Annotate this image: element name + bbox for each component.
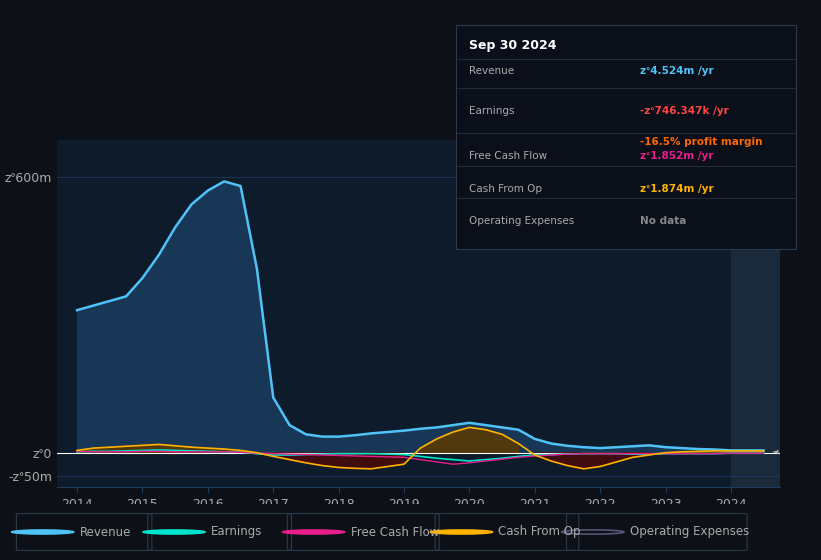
Text: ◄: ◄ xyxy=(772,446,778,455)
Text: No data: No data xyxy=(640,216,686,226)
Text: Cash From Op: Cash From Op xyxy=(470,184,543,194)
Text: zᐤ4.524m /yr: zᐤ4.524m /yr xyxy=(640,66,713,76)
Circle shape xyxy=(11,530,74,534)
Text: Cash From Op: Cash From Op xyxy=(498,525,580,539)
Text: -16.5% profit margin: -16.5% profit margin xyxy=(640,137,762,147)
Bar xyxy=(731,140,780,487)
Text: Free Cash Flow: Free Cash Flow xyxy=(470,151,548,161)
Circle shape xyxy=(430,530,493,534)
Text: Revenue: Revenue xyxy=(470,66,515,76)
Circle shape xyxy=(282,530,345,534)
Circle shape xyxy=(143,530,205,534)
Text: -zᐤ746.347k /yr: -zᐤ746.347k /yr xyxy=(640,106,728,116)
Text: Earnings: Earnings xyxy=(470,106,515,116)
Text: Sep 30 2024: Sep 30 2024 xyxy=(470,39,557,52)
Text: Earnings: Earnings xyxy=(211,525,263,539)
Text: Operating Expenses: Operating Expenses xyxy=(630,525,749,539)
Text: Operating Expenses: Operating Expenses xyxy=(470,216,575,226)
Text: zᐤ1.874m /yr: zᐤ1.874m /yr xyxy=(640,184,713,194)
Text: Revenue: Revenue xyxy=(80,525,131,539)
Text: Free Cash Flow: Free Cash Flow xyxy=(351,525,439,539)
Text: zᐤ1.852m /yr: zᐤ1.852m /yr xyxy=(640,151,713,161)
